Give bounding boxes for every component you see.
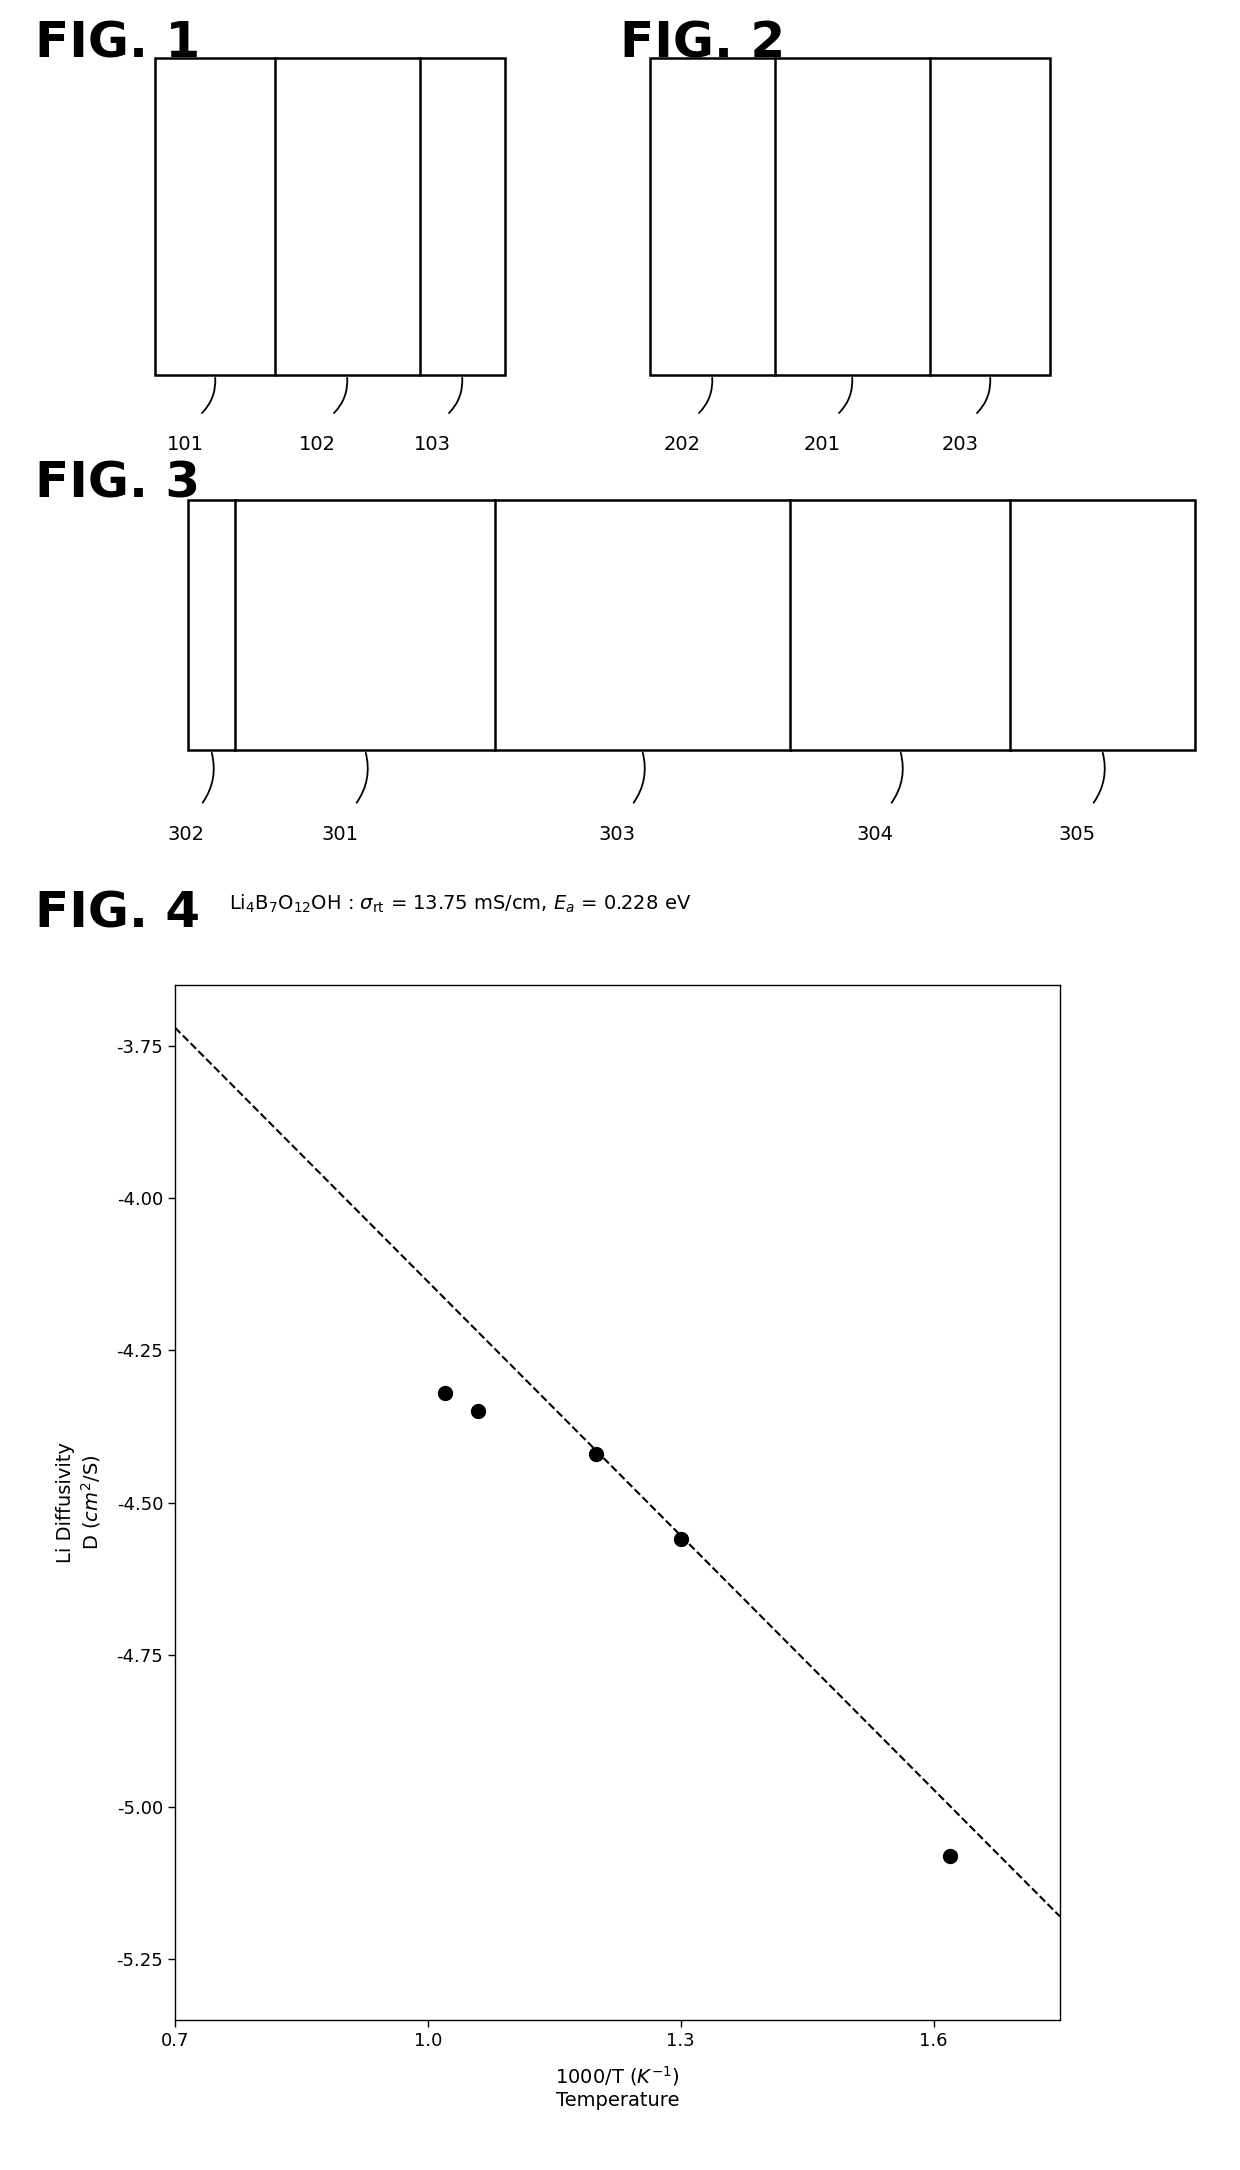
Text: 203: 203 [941, 434, 978, 454]
Text: FIG. 1: FIG. 1 [35, 20, 200, 67]
Text: 305: 305 [1059, 825, 1096, 844]
Y-axis label: Li Diffusivity
D ($cm^2$/S): Li Diffusivity D ($cm^2$/S) [56, 1443, 103, 1562]
Point [671, 1521, 691, 1556]
Text: 303: 303 [599, 825, 635, 844]
Text: 202: 202 [663, 434, 701, 454]
Text: FIG. 2: FIG. 2 [620, 20, 785, 67]
Text: FIG. 4: FIG. 4 [35, 890, 200, 937]
Point [435, 1376, 455, 1410]
Point [469, 1393, 489, 1428]
Text: 301: 301 [321, 825, 358, 844]
Text: 302: 302 [167, 825, 205, 844]
Text: 201: 201 [804, 434, 841, 454]
Text: Li$_4$B$_7$O$_{12}$OH : $\sigma_\mathrm{rt}$ = 13.75 mS/cm, $\mathit{E}_a$ = 0.2: Li$_4$B$_7$O$_{12}$OH : $\sigma_\mathrm{… [229, 894, 692, 916]
X-axis label: 1000/T ($K^{-1}$)
Temperature: 1000/T ($K^{-1}$) Temperature [556, 2064, 680, 2109]
Point [587, 1437, 606, 1471]
Text: 101: 101 [166, 434, 203, 454]
Text: 103: 103 [413, 434, 450, 454]
Text: 102: 102 [299, 434, 336, 454]
Point [940, 1838, 960, 1873]
Text: 304: 304 [857, 825, 894, 844]
Text: FIG. 3: FIG. 3 [35, 460, 200, 508]
